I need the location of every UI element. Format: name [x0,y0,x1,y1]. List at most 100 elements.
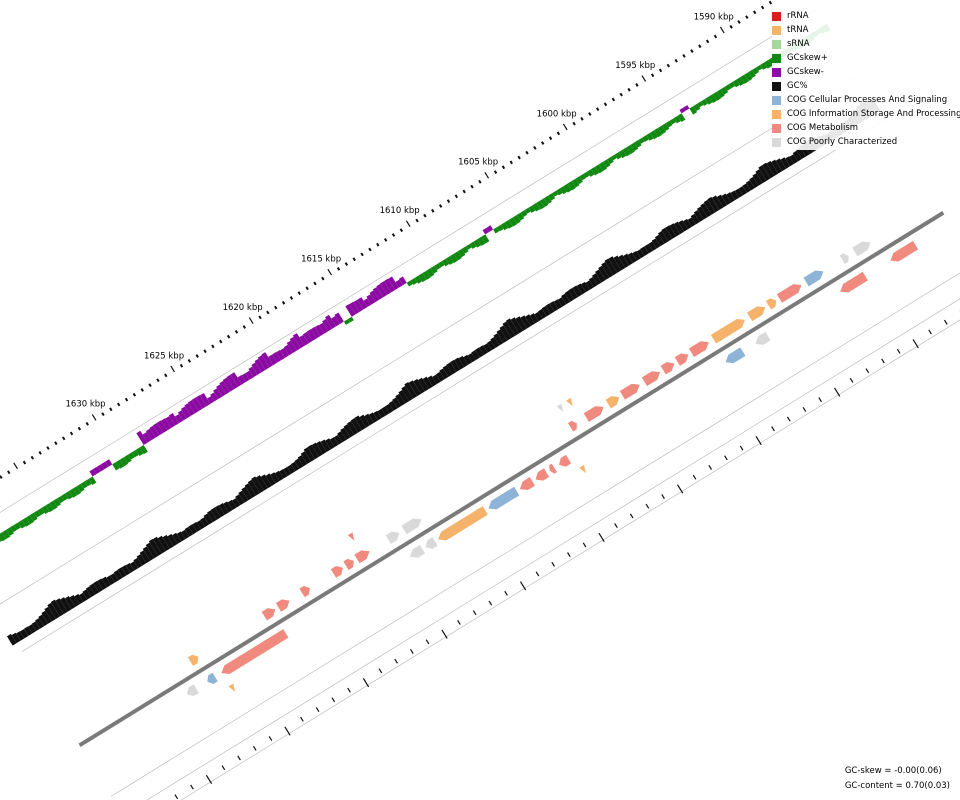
scale-tick [274,305,278,310]
gc-content-bar [381,406,390,416]
gc-content-bar [283,466,292,477]
gene-feature [535,468,550,481]
inner-scale-tick [724,455,728,461]
gc-skew-bar [481,234,490,244]
gc-skew-bar [689,106,698,115]
gc-content-bar [196,519,206,530]
scale-tick [415,218,419,223]
gc-content-bar [450,359,461,373]
scale-tick [446,199,451,204]
scale-tick [462,189,466,194]
gc-skew-bar [657,125,666,135]
gc-content-bar [427,375,437,387]
gc-content-bar [417,377,429,392]
gc-content-bar [130,561,139,571]
inner-scale-tick [221,765,226,771]
gc-skew-bar [322,318,333,332]
legend-item: tRNA [772,23,960,37]
gc-skew-bar [728,81,736,89]
gc-content-bar [515,316,527,331]
gc-content-bar [408,380,421,397]
gc-skew-bar [575,176,583,185]
gc-content-bar [162,534,174,549]
gc-content-bar [350,418,363,433]
scale-tick [344,262,349,266]
inner-scale-tick [315,707,320,712]
track-guide-line [0,74,859,605]
scale-tick-label: 1610 kbp [380,206,420,216]
gc-content-bar [227,499,237,511]
inner-scale-tick [598,532,605,542]
gc-content-bar [133,557,143,569]
gc-content-bar [745,180,755,191]
scale-tick [431,208,435,213]
gc-content-bar [458,355,469,368]
gc-skew-bar [618,149,627,159]
gc-skew-bar [712,91,722,101]
gene-feature [583,406,604,422]
gc-content-bar [636,249,645,259]
legend-item: GC% [772,79,960,93]
gc-skew-bar [280,347,289,358]
scale-tick [525,150,529,155]
gc-content-bar [700,202,712,218]
scale-tick [38,450,42,455]
gc-skew-bar [630,142,639,152]
inner-scale-tick [504,590,508,596]
gc-content-bar [31,621,41,632]
gene-feature [674,353,689,366]
gc-skew-bar [88,476,97,485]
cog-feature-track [186,240,919,697]
gc-content-bar [184,526,194,537]
gc-skew-bar [21,517,31,527]
scale-tick [399,228,404,233]
gc-content-bar [337,431,347,443]
track-guide-line [180,319,960,800]
gc-skew-bar [744,72,753,82]
scale-tick [226,334,231,339]
gc-skew-bar [461,246,469,254]
gc-content-bar [538,308,547,319]
gc-content-bar [238,490,249,503]
legend-label: tRNA [787,25,809,35]
gc-content-bar [82,589,92,600]
gc-content-bar [359,414,370,428]
scale-tick [572,121,576,126]
gc-skew-bar [366,294,376,305]
gc-content-bar [157,535,170,552]
gene-feature [221,629,289,674]
gc-skew-bar [248,366,258,378]
gc-skew-bar [567,181,576,191]
gc-content-bar [475,347,484,358]
inner-scale-tick [551,561,555,567]
gc-skew-bar [2,529,11,539]
gene-feature [385,531,400,544]
gc-content-bar [534,311,543,322]
gc-content-bar [300,451,312,465]
gc-content-bar [176,531,186,542]
backbone-line [78,211,945,748]
gc-skew-bar [673,115,681,124]
track-guide-line [110,272,960,797]
gc-content-bar [716,194,728,208]
gc-content-bar [463,354,473,365]
gene-feature [425,537,438,549]
gc-content-bar [726,192,736,203]
scale-tick [46,446,50,450]
gc-content-bar [329,437,339,448]
gc-content-bar [106,575,115,586]
gc-content-bar [749,176,759,189]
gc-skew-bar [165,416,176,429]
gc-content-bar [136,554,147,566]
gc-content-bar [152,536,166,554]
gc-skew-bar [430,265,438,274]
scale-tick [627,87,631,92]
gc-skew-bar [41,505,50,514]
gc-skew-bar [622,147,631,157]
gc-content-bar [251,476,264,494]
inner-scale-tick [252,745,257,751]
gc-content-bar [47,602,60,619]
gc-content-bar [678,220,688,232]
scale-tick [132,392,137,397]
scale-tick-label: 1595 kbp [615,61,655,71]
